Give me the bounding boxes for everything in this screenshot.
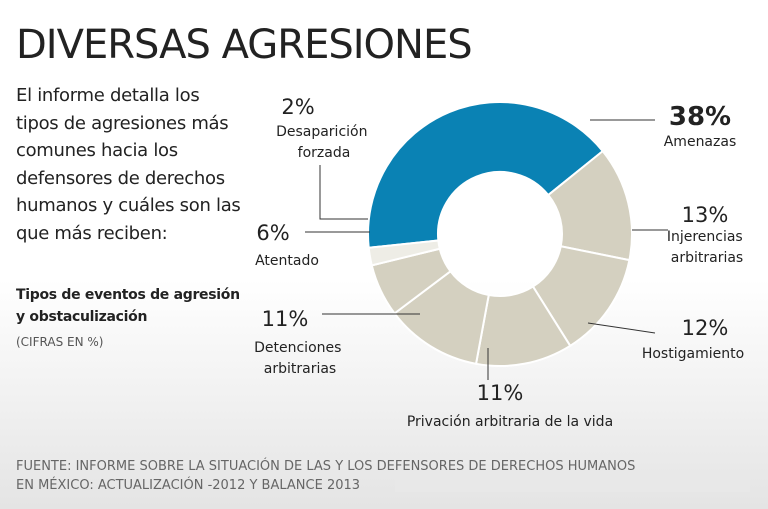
category-label: Hostigamiento bbox=[642, 346, 744, 362]
source: EN MÉXICO: ACTUALIZACIÓN -2012 Y BALANCE… bbox=[16, 477, 360, 493]
leader-line bbox=[587, 322, 656, 334]
value-label: 6% bbox=[256, 221, 289, 245]
donut-slice bbox=[367, 101, 605, 249]
value-label: 11% bbox=[262, 307, 309, 331]
category-label: Amenazas bbox=[664, 134, 737, 150]
category-label: Atentado bbox=[255, 253, 319, 269]
source: FUENTE: INFORME SOBRE LA SITUACIÓN DE LA… bbox=[16, 458, 635, 474]
intro: El informe detalla los tipos de agresion… bbox=[16, 85, 241, 244]
units-note: (CIFRAS EN %) bbox=[16, 335, 103, 349]
donut-slice bbox=[367, 239, 441, 267]
leader-line bbox=[319, 165, 368, 220]
category-label: Detenciones arbitrarias bbox=[254, 340, 346, 377]
subtitle-box: Tipos de eventos de agresión y obstaculi… bbox=[16, 287, 240, 325]
value-label: 38% bbox=[669, 102, 731, 132]
value-label: 11% bbox=[477, 381, 524, 405]
value-label: 2% bbox=[281, 95, 314, 119]
source-bar bbox=[395, 477, 750, 492]
subtitle: Tipos de eventos de agresión y obstaculi… bbox=[16, 287, 240, 325]
value-label: 13% bbox=[682, 203, 729, 227]
value-label: 12% bbox=[682, 316, 729, 340]
intro-box: El informe detalla los tipos de agresion… bbox=[16, 85, 241, 244]
category-label: Desaparición forzada bbox=[276, 124, 372, 161]
category-label: Injerencias arbitrarias bbox=[667, 229, 747, 266]
category-label: Privación arbitraria de la vida bbox=[407, 414, 613, 430]
chart-title: DIVERSAS AGRESIONES bbox=[16, 22, 472, 68]
